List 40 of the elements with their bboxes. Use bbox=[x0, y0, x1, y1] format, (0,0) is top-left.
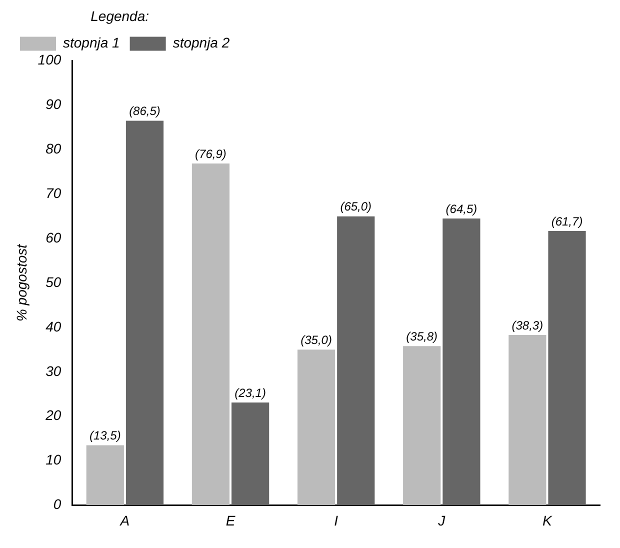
x-tick-label: K bbox=[542, 512, 553, 528]
x-tick-label: A bbox=[119, 512, 130, 528]
y-tick-label: 70 bbox=[46, 185, 62, 202]
data-label: (35,0) bbox=[300, 333, 332, 348]
y-tick-label: 10 bbox=[46, 452, 62, 468]
y-tick-label: 20 bbox=[44, 407, 62, 424]
data-label: (35,8) bbox=[406, 329, 438, 344]
data-label: (13,5) bbox=[89, 428, 121, 443]
legend-label: stopnja 2 bbox=[172, 34, 230, 51]
legend-label: stopnja 1 bbox=[63, 34, 120, 51]
data-label: (64,5) bbox=[446, 202, 478, 216]
y-tick-label: 90 bbox=[46, 96, 62, 112]
data-label: (65,0) bbox=[340, 200, 372, 214]
x-tick-label: J bbox=[437, 512, 446, 528]
bar bbox=[86, 445, 124, 506]
bar bbox=[508, 334, 546, 506]
data-label: (76,9) bbox=[195, 146, 226, 161]
y-tick-label: 40 bbox=[46, 318, 62, 334]
data-label: (86,5) bbox=[129, 104, 160, 118]
x-tick-label: E bbox=[226, 512, 236, 528]
bar bbox=[403, 346, 441, 506]
y-tick-label: 50 bbox=[46, 274, 62, 290]
x-tick-label: I bbox=[334, 512, 338, 528]
bar bbox=[337, 216, 375, 506]
bar bbox=[126, 120, 164, 506]
data-label: (23,1) bbox=[234, 386, 266, 400]
legend-title: Legenda: bbox=[90, 8, 150, 24]
y-tick-label: 60 bbox=[46, 229, 62, 246]
y-axis-title: % pogostost bbox=[13, 243, 30, 322]
bar bbox=[548, 231, 586, 506]
y-tick-label: 80 bbox=[46, 140, 62, 157]
y-tick-label: 0 bbox=[53, 496, 62, 512]
bar bbox=[442, 218, 480, 506]
y-tick-label: 30 bbox=[46, 362, 62, 379]
bar bbox=[297, 350, 336, 506]
bar bbox=[192, 163, 230, 506]
data-label: (38,3) bbox=[512, 318, 544, 332]
bar bbox=[232, 402, 270, 506]
data-label: (61,7) bbox=[551, 214, 583, 228]
y-tick-label: 100 bbox=[38, 52, 62, 68]
